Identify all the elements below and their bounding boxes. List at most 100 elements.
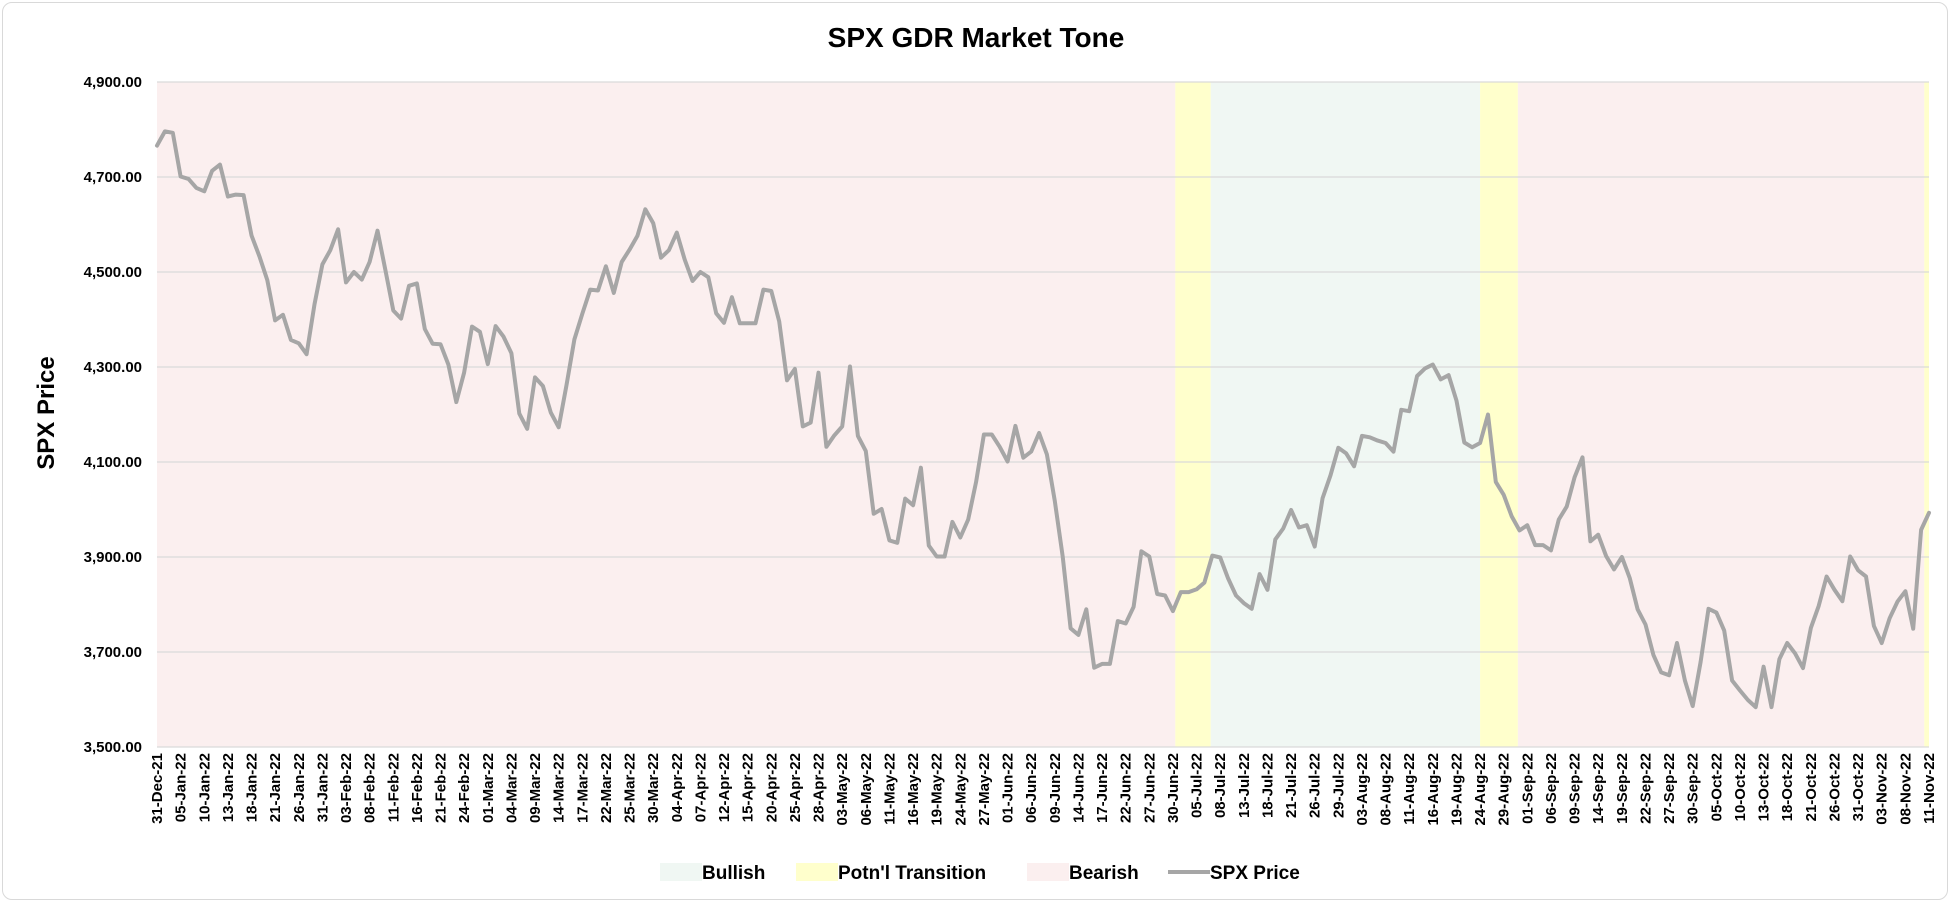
x-tick-label: 22-Jun-22 <box>1118 753 1135 823</box>
series-group <box>155 129 1931 710</box>
x-tick-label: 14-Jun-22 <box>1070 753 1087 823</box>
x-tick-label: 11-Nov-22 <box>1921 753 1938 824</box>
y-tick-label: 4,300.00 <box>84 359 142 376</box>
x-tick-label: 19-Sep-22 <box>1614 753 1631 824</box>
x-tick-label: 31-Dec-21 <box>149 753 166 824</box>
x-tick-label: 09-Mar-22 <box>527 753 544 823</box>
x-tick-label: 21-Jan-22 <box>267 753 284 822</box>
x-tick-label: 07-Apr-22 <box>692 753 709 822</box>
x-tick-label: 24-May-22 <box>952 753 969 826</box>
y-axis-ticks: 3,500.00 3,700.00 3,900.00 4,100.00 4,300.00… <box>84 74 142 756</box>
y-tick-label: 4,500.00 <box>84 264 142 281</box>
x-tick-label: 19-May-22 <box>929 753 946 826</box>
x-tick-label: 26-Jan-22 <box>291 753 308 822</box>
x-tick-label: 11-Feb-22 <box>385 753 402 822</box>
x-tick-label: 27-Jun-22 <box>1141 753 1158 823</box>
x-tick-label: 10-Jan-22 <box>196 753 213 822</box>
x-tick-label: 08-Nov-22 <box>1897 753 1914 825</box>
x-tick-label: 10-Oct-22 <box>1732 753 1749 821</box>
x-tick-label: 19-Aug-22 <box>1448 753 1465 826</box>
x-tick-label: 04-Apr-22 <box>669 753 686 822</box>
x-tick-label: 03-Aug-22 <box>1354 753 1371 826</box>
x-tick-label: 18-Oct-22 <box>1779 753 1796 821</box>
y-tick-label: 3,900.00 <box>84 549 142 566</box>
x-tick-label: 29-Jul-22 <box>1330 753 1347 818</box>
legend-swatch-potn-l-transition <box>796 863 838 881</box>
x-tick-label: 26-Oct-22 <box>1826 753 1843 821</box>
legend-label-spx-price: SPX Price <box>1210 863 1300 884</box>
x-tick-label: 14-Mar-22 <box>551 753 568 823</box>
x-tick-label: 26-Jul-22 <box>1307 753 1324 818</box>
region-potn-l-transition-5 <box>1924 82 1929 747</box>
x-tick-label: 29-Aug-22 <box>1496 753 1513 826</box>
x-tick-label: 05-Jul-22 <box>1189 753 1206 818</box>
legend-swatch-bullish <box>660 863 702 881</box>
y-tick-label: 3,700.00 <box>84 644 142 661</box>
x-tick-label: 03-Feb-22 <box>338 753 355 823</box>
gridlines <box>157 81 1929 748</box>
legend: Bullish Potn'l Transition Bearish SPX Price <box>660 863 1300 884</box>
y-axis-label: SPX Price <box>33 356 60 469</box>
x-tick-label: 06-May-22 <box>858 753 875 826</box>
x-tick-label: 08-Feb-22 <box>362 753 379 823</box>
region-bearish-0 <box>157 82 1176 747</box>
tone-regions <box>157 82 1929 747</box>
x-tick-label: 09-Sep-22 <box>1567 753 1584 824</box>
legend-label-potn-l-transition: Potn'l Transition <box>838 863 986 884</box>
x-tick-label: 16-May-22 <box>905 753 922 826</box>
x-tick-label: 27-May-22 <box>976 753 993 826</box>
legend-swatch-bearish <box>1027 863 1069 881</box>
x-tick-label: 31-Jan-22 <box>314 753 331 822</box>
x-tick-label: 20-Apr-22 <box>763 753 780 822</box>
legend-label-bearish: Bearish <box>1069 863 1139 884</box>
x-tick-label: 31-Oct-22 <box>1850 753 1867 821</box>
x-tick-label: 11-May-22 <box>881 753 898 825</box>
x-tick-label: 30-Mar-22 <box>645 753 662 823</box>
x-tick-label: 13-Jul-22 <box>1236 753 1253 818</box>
x-tick-label: 27-Sep-22 <box>1661 753 1678 824</box>
x-tick-label: 01-Mar-22 <box>480 753 497 823</box>
x-axis-ticks: 31-Dec-21 05-Jan-22 10-Jan-22 13-Jan-22 18-J… <box>149 753 1938 826</box>
x-tick-label: 14-Sep-22 <box>1590 753 1607 824</box>
x-tick-label: 18-Jan-22 <box>244 753 261 822</box>
x-tick-label: 03-May-22 <box>834 753 851 826</box>
x-tick-label: 17-Jun-22 <box>1094 753 1111 823</box>
x-tick-label: 25-Apr-22 <box>787 753 804 822</box>
x-tick-label: 08-Aug-22 <box>1378 753 1395 826</box>
x-tick-label: 17-Mar-22 <box>574 753 591 823</box>
x-tick-label: 21-Feb-22 <box>433 753 450 823</box>
x-tick-label: 04-Mar-22 <box>503 753 520 823</box>
x-tick-label: 12-Apr-22 <box>716 753 733 822</box>
y-tick-label: 4,700.00 <box>84 169 142 186</box>
x-tick-label: 05-Oct-22 <box>1708 753 1725 821</box>
x-tick-label: 24-Aug-22 <box>1472 753 1489 826</box>
x-tick-label: 08-Jul-22 <box>1212 753 1229 818</box>
x-tick-label: 16-Feb-22 <box>409 753 426 823</box>
series-line-spx-price <box>155 129 1931 710</box>
x-tick-label: 30-Jun-22 <box>1165 753 1182 823</box>
x-tick-label: 03-Nov-22 <box>1874 753 1891 825</box>
x-tick-label: 01-Sep-22 <box>1519 753 1536 824</box>
region-bearish-4 <box>1517 82 1925 747</box>
x-tick-label: 13-Oct-22 <box>1756 753 1773 821</box>
region-potn-l-transition-3 <box>1480 82 1518 747</box>
legend-label-bullish: Bullish <box>702 863 765 884</box>
x-tick-label: 16-Aug-22 <box>1425 753 1442 826</box>
x-tick-label: 22-Sep-22 <box>1637 753 1654 824</box>
x-tick-label: 18-Jul-22 <box>1259 753 1276 818</box>
x-tick-label: 21-Jul-22 <box>1283 753 1300 818</box>
x-tick-label: 05-Jan-22 <box>173 753 190 822</box>
y-tick-label: 4,900.00 <box>84 74 142 91</box>
x-tick-label: 25-Mar-22 <box>622 753 639 823</box>
x-tick-label: 13-Jan-22 <box>220 753 237 822</box>
y-tick-label: 4,100.00 <box>84 454 142 471</box>
x-tick-label: 21-Oct-22 <box>1803 753 1820 821</box>
x-tick-label: 24-Feb-22 <box>456 753 473 823</box>
x-tick-label: 06-Sep-22 <box>1543 753 1560 824</box>
y-tick-label: 3,500.00 <box>84 739 142 756</box>
x-tick-label: 15-Apr-22 <box>740 753 757 822</box>
x-tick-label: 22-Mar-22 <box>598 753 615 823</box>
chart-title: SPX GDR Market Tone <box>828 22 1125 53</box>
x-tick-label: 09-Jun-22 <box>1047 753 1064 823</box>
